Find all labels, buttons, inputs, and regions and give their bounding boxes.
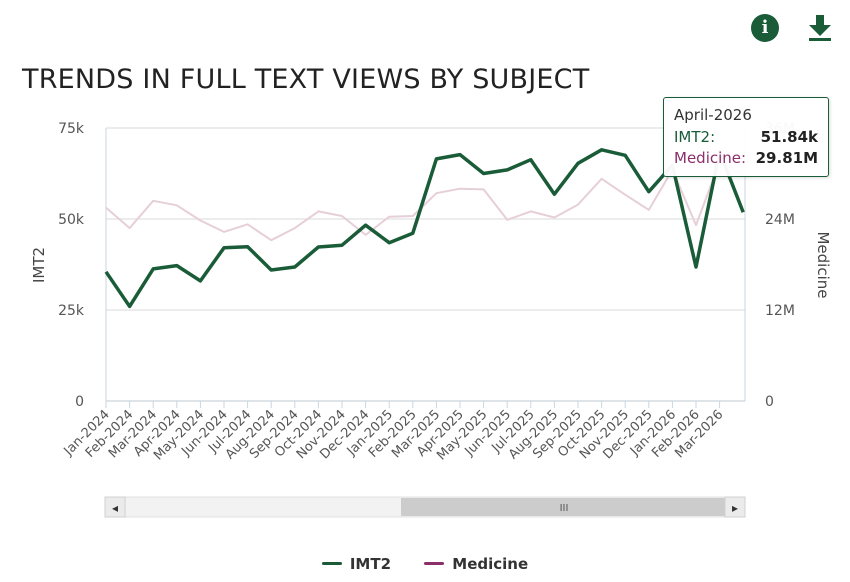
- legend-label-imt2: IMT2: [349, 554, 392, 573]
- info-icon[interactable]: i: [751, 14, 779, 42]
- tooltip-value-imt2: 51.84k: [760, 128, 818, 146]
- y-left-axis-title: IMT2: [30, 247, 48, 283]
- y-right-tick-label: 12M: [765, 303, 795, 319]
- legend-label-medicine: Medicine: [452, 554, 529, 573]
- y-left-tick-label: 25k: [58, 303, 85, 319]
- download-arrow-icon: [809, 15, 831, 41]
- chart-title: TRENDS IN FULL TEXT VIEWS BY SUBJECT: [22, 64, 590, 95]
- tooltip-row-medicine: Medicine: 29.81M: [674, 149, 818, 167]
- grid-lines: [106, 127, 745, 402]
- scrollbar-right-arrow-icon: ▸: [732, 501, 738, 515]
- horizontal-scrollbar[interactable]: ◂ ▸ III: [104, 496, 746, 518]
- scrollbar-right-button[interactable]: [724, 496, 746, 518]
- tooltip-label-medicine: Medicine:: [674, 149, 747, 167]
- chart-legend: IMT2 Medicine: [0, 551, 850, 573]
- data-tooltip: April-2026 IMT2: 51.84k Medicine: 29.81M: [663, 97, 829, 177]
- y-left-tick-label: 0: [75, 394, 84, 410]
- y-left-tick-label: 75k: [58, 121, 85, 137]
- tooltip-value-medicine: 29.81M: [755, 149, 818, 167]
- legend-item-imt2[interactable]: IMT2: [321, 554, 392, 573]
- y-right-axis-title: Medicine: [814, 231, 832, 298]
- download-icon[interactable]: [806, 13, 834, 43]
- legend-swatch-medicine: [424, 562, 445, 565]
- tooltip-label-imt2: IMT2:: [674, 128, 716, 146]
- y-right-tick-label: 24M: [765, 212, 795, 228]
- legend-swatch-imt2: [321, 562, 342, 565]
- legend-item-medicine[interactable]: Medicine: [424, 555, 528, 573]
- scrollbar-grip-icon: III: [560, 503, 569, 514]
- series-line-medicine: [105, 161, 744, 242]
- tooltip-row-imt2: IMT2: 51.84k: [674, 128, 818, 146]
- scrollbar-left-button[interactable]: [104, 496, 126, 518]
- y-left-tick-label: 50k: [58, 212, 85, 228]
- tooltip-title: April-2026: [674, 106, 752, 124]
- scrollbar-thumb[interactable]: [401, 498, 727, 516]
- x-axis-tick-labels: Jan-2024Feb-2024Mar-2024Apr-2024May-2024…: [61, 401, 726, 463]
- series-line-imt2: [104, 148, 745, 309]
- y-right-tick-label: 0: [765, 394, 774, 410]
- series-lines: [104, 148, 745, 309]
- scrollbar-left-arrow-icon: ◂: [112, 501, 118, 515]
